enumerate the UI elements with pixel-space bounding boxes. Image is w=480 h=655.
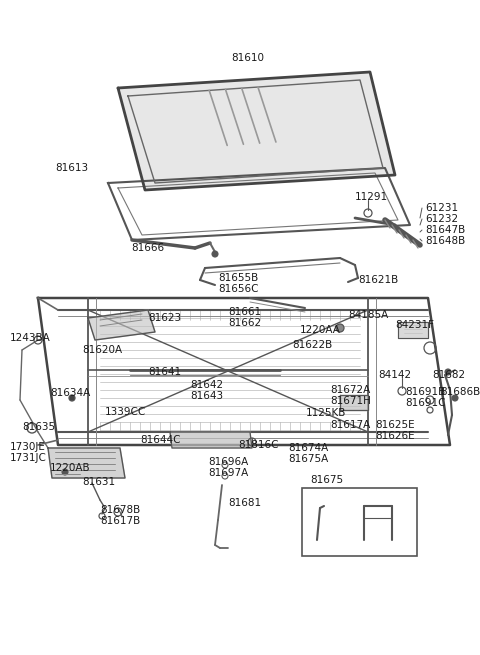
Text: 81647B: 81647B: [425, 225, 465, 235]
Text: 81625E: 81625E: [375, 420, 415, 430]
Text: 1220AA: 1220AA: [300, 325, 341, 335]
Text: 81662: 81662: [228, 318, 261, 328]
Polygon shape: [88, 310, 155, 340]
Text: 1730JE: 1730JE: [10, 442, 46, 452]
Text: 81622B: 81622B: [292, 340, 332, 350]
Text: 81631: 81631: [82, 477, 115, 487]
Text: 81678B: 81678B: [100, 505, 140, 515]
Text: 81691C: 81691C: [405, 398, 445, 408]
Text: 81696A: 81696A: [208, 457, 248, 467]
Text: 81644C: 81644C: [140, 435, 180, 445]
Text: 1243BA: 1243BA: [10, 333, 51, 343]
Text: 81691B: 81691B: [405, 387, 445, 397]
Circle shape: [69, 395, 75, 401]
Polygon shape: [48, 448, 125, 478]
Text: 81623: 81623: [148, 313, 181, 323]
Text: 81675A: 81675A: [288, 454, 328, 464]
Circle shape: [336, 324, 344, 332]
Bar: [302, 488, 417, 556]
Polygon shape: [170, 432, 252, 448]
Text: 11291: 11291: [355, 192, 388, 202]
Text: 81642: 81642: [190, 380, 223, 390]
Circle shape: [452, 395, 458, 401]
Circle shape: [62, 469, 68, 475]
Text: 1125KB: 1125KB: [306, 408, 347, 418]
Text: 81682: 81682: [432, 370, 465, 380]
Text: 84142: 84142: [378, 370, 411, 380]
Text: 1339CC: 1339CC: [105, 407, 146, 417]
Text: 61231: 61231: [425, 203, 458, 213]
Polygon shape: [340, 395, 368, 410]
Text: 81613: 81613: [55, 163, 88, 173]
Text: 81648B: 81648B: [425, 236, 465, 246]
Text: 81674A: 81674A: [288, 443, 328, 453]
Text: 81620A: 81620A: [82, 345, 122, 355]
Text: 81675: 81675: [310, 475, 343, 485]
Text: 81635: 81635: [22, 422, 55, 432]
Text: 81816C: 81816C: [238, 440, 278, 450]
Text: 81621B: 81621B: [358, 275, 398, 285]
Text: 81641: 81641: [148, 367, 181, 377]
Text: 81686B: 81686B: [440, 387, 480, 397]
Text: 1220AB: 1220AB: [50, 463, 91, 473]
Text: 81610: 81610: [231, 53, 264, 63]
Circle shape: [212, 251, 218, 257]
Text: 81671H: 81671H: [330, 396, 371, 406]
Text: 84185A: 84185A: [348, 310, 388, 320]
Text: 81672A: 81672A: [330, 385, 370, 395]
Text: 81661: 81661: [228, 307, 261, 317]
Polygon shape: [398, 322, 428, 338]
Text: 81697A: 81697A: [208, 468, 248, 478]
Text: 61232: 61232: [425, 214, 458, 224]
Text: 81656C: 81656C: [218, 284, 259, 294]
Text: 81681: 81681: [228, 498, 261, 508]
Polygon shape: [118, 72, 395, 190]
Text: 81655B: 81655B: [218, 273, 258, 283]
Text: 81666: 81666: [132, 243, 165, 253]
Circle shape: [445, 369, 451, 375]
Text: 81617B: 81617B: [100, 516, 140, 526]
Text: 81617A: 81617A: [330, 420, 370, 430]
Text: 81626E: 81626E: [375, 431, 415, 441]
Text: 84231F: 84231F: [395, 320, 434, 330]
Text: 81643: 81643: [190, 391, 223, 401]
Text: 81634A: 81634A: [50, 388, 90, 398]
Text: 1731JC: 1731JC: [10, 453, 47, 463]
